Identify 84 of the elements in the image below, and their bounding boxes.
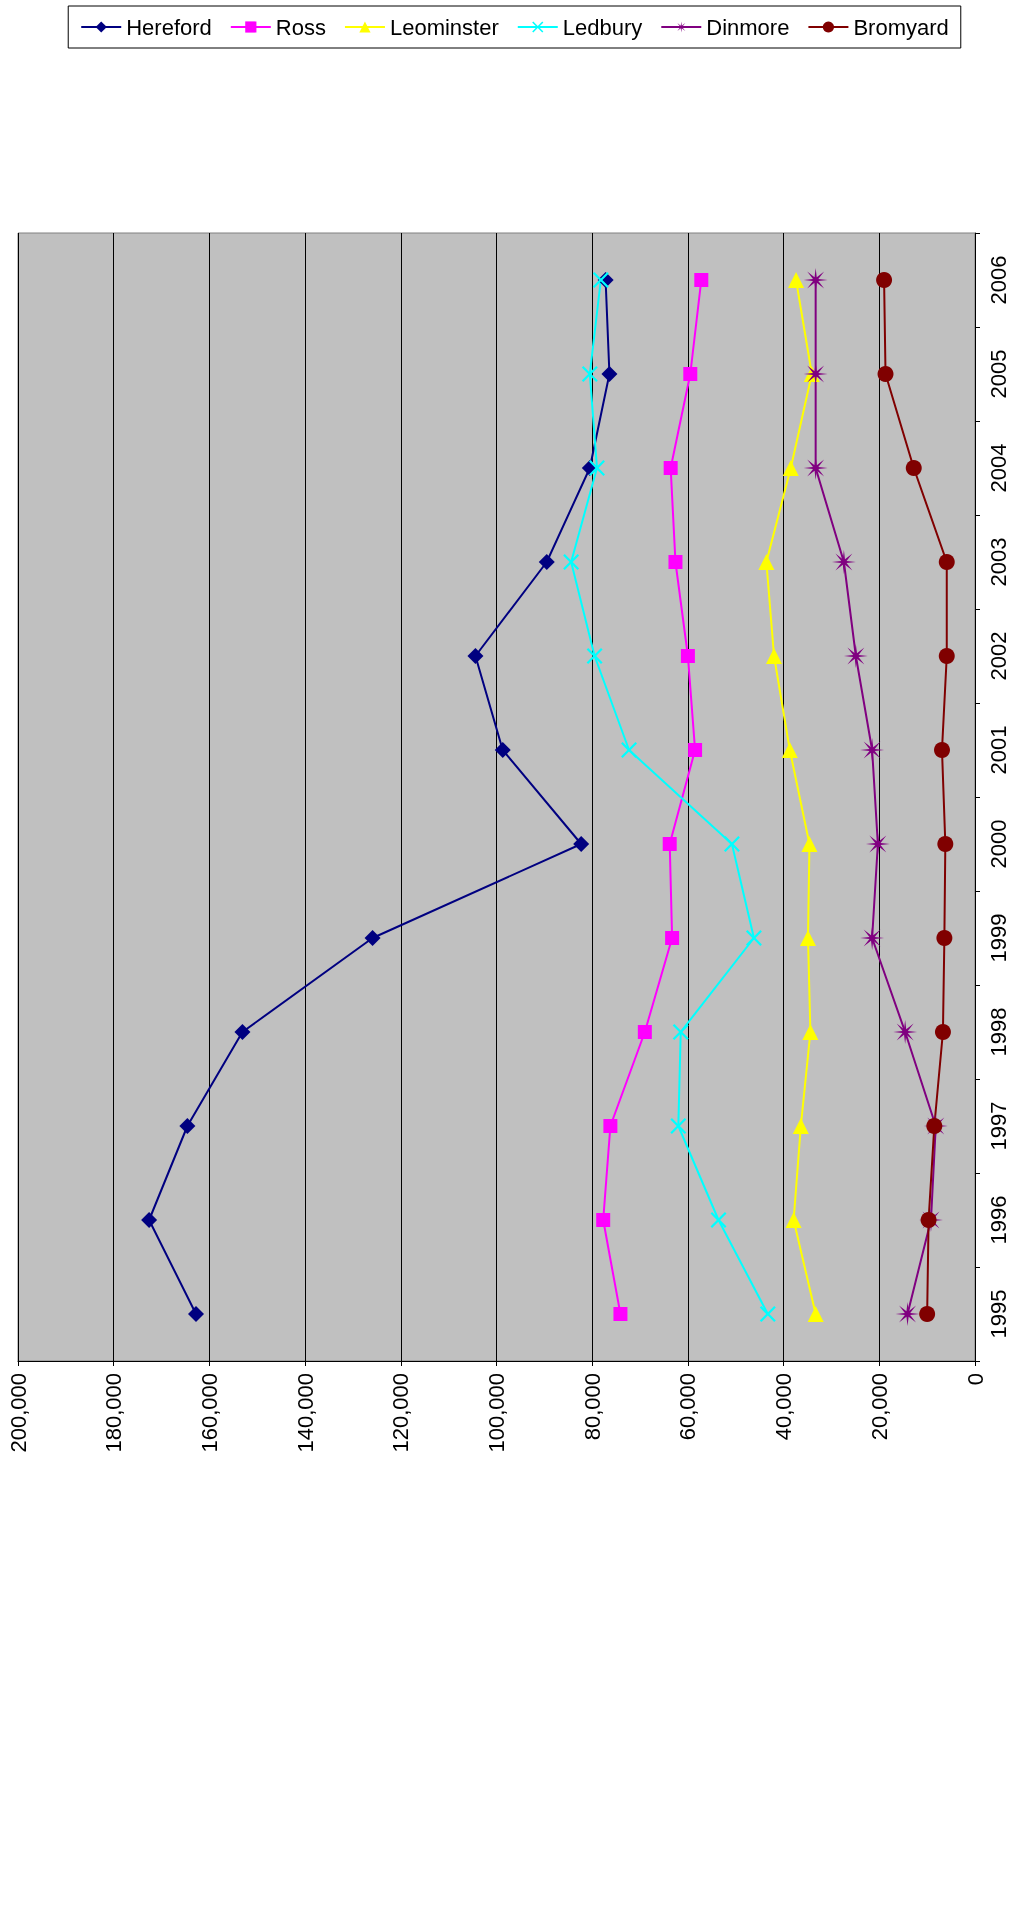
point xyxy=(937,836,954,852)
point xyxy=(876,272,893,288)
x-tick-label: 80,000 xyxy=(579,1373,605,1441)
point xyxy=(494,742,511,758)
point xyxy=(801,836,818,852)
point xyxy=(621,742,638,758)
point xyxy=(663,461,678,475)
legend-label: Leominster xyxy=(389,14,499,40)
point xyxy=(919,1306,936,1322)
point xyxy=(759,1306,776,1322)
y-tick-label: 1999 xyxy=(985,913,1011,963)
x-tick-label: 120,000 xyxy=(388,1373,414,1453)
point xyxy=(563,554,580,570)
y-tick-label: 2006 xyxy=(985,255,1011,305)
point xyxy=(723,836,740,852)
point xyxy=(668,555,683,569)
point xyxy=(680,649,695,663)
point xyxy=(188,1306,204,1322)
point xyxy=(683,367,698,381)
point xyxy=(592,272,609,288)
x-tick-label: 200,000 xyxy=(5,1373,31,1453)
x-tick-label: 100,000 xyxy=(484,1373,509,1453)
y-tick-label: 1997 xyxy=(985,1101,1011,1151)
point xyxy=(905,460,922,476)
point xyxy=(234,1024,251,1040)
point xyxy=(665,931,680,945)
point xyxy=(877,366,894,382)
y-tick-label: 2001 xyxy=(985,725,1011,775)
point xyxy=(603,1119,618,1133)
point xyxy=(800,930,816,946)
point xyxy=(710,1212,727,1228)
point xyxy=(694,273,709,287)
y-tick-label: 1996 xyxy=(985,1195,1011,1245)
point xyxy=(802,1024,819,1040)
point xyxy=(573,836,590,852)
point xyxy=(613,1307,628,1321)
point xyxy=(179,1118,196,1134)
point xyxy=(936,930,953,946)
point xyxy=(745,930,762,946)
point xyxy=(938,554,955,570)
point xyxy=(141,1212,158,1228)
point xyxy=(467,648,484,664)
legend-label: Ledbury xyxy=(562,14,643,40)
x-tick-label: 20,000 xyxy=(866,1373,892,1441)
legend-label: Bromyard xyxy=(853,14,949,40)
point xyxy=(934,1024,951,1040)
y-tick-label: 2005 xyxy=(985,349,1011,399)
legend-label: Ross xyxy=(275,14,326,40)
point xyxy=(601,366,618,382)
x-tick-label: 0 xyxy=(962,1373,988,1386)
y-tick-label: 1998 xyxy=(985,1007,1011,1057)
point xyxy=(785,1212,802,1228)
point xyxy=(364,930,381,946)
y-tick-label: 2000 xyxy=(985,819,1011,869)
y-tick-label: 2004 xyxy=(985,443,1011,493)
point xyxy=(596,1213,611,1227)
point xyxy=(781,742,798,758)
point xyxy=(581,366,598,382)
point xyxy=(792,1118,809,1134)
point xyxy=(662,837,677,851)
x-tick-label: 140,000 xyxy=(292,1373,318,1453)
point xyxy=(782,460,799,476)
point xyxy=(938,648,955,664)
x-tick-label: 160,000 xyxy=(196,1373,222,1453)
point xyxy=(807,1306,824,1322)
y-tick-label: 2003 xyxy=(985,537,1011,587)
point xyxy=(672,1024,689,1040)
x-tick-label: 60,000 xyxy=(675,1373,701,1441)
point xyxy=(637,1025,652,1039)
legend-label: Dinmore xyxy=(706,14,790,40)
point xyxy=(766,648,783,664)
point xyxy=(758,554,775,570)
y-tick-label: 1995 xyxy=(985,1289,1011,1339)
legend-label: Hereford xyxy=(126,14,212,40)
point xyxy=(588,460,605,476)
x-tick-label: 40,000 xyxy=(771,1373,797,1441)
point xyxy=(788,272,805,288)
point xyxy=(586,648,603,664)
point xyxy=(670,1118,687,1134)
point xyxy=(934,742,950,758)
y-tick-label: 2002 xyxy=(985,631,1011,681)
x-tick-label: 180,000 xyxy=(101,1373,127,1453)
point xyxy=(688,743,703,757)
point xyxy=(538,554,555,570)
